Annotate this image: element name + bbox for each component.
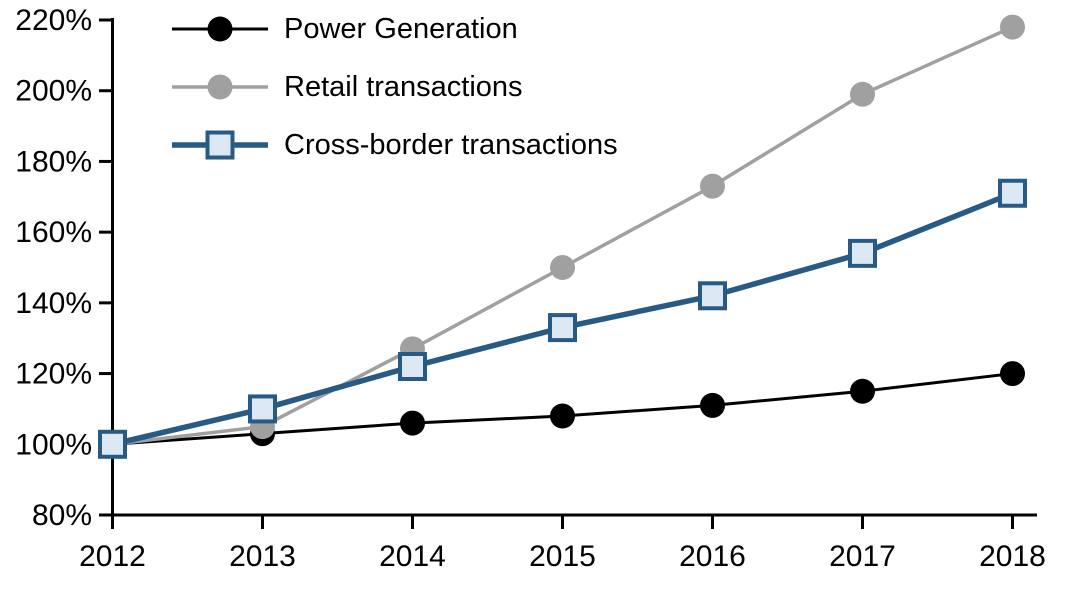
x-tick-label-2015: 2015 [529, 540, 596, 573]
legend-label-cross-border-transactions: Cross-border transactions [284, 129, 618, 161]
y-tick-label-100%: 100% [15, 428, 92, 461]
series-cross-border-transactions-2013-marker [248, 394, 277, 424]
y-tick-label-80%: 80% [32, 499, 92, 532]
y-tick-label-220%: 220% [15, 4, 92, 37]
series-cross-border-transactions-2014-marker [398, 352, 427, 381]
y-tick-label-180%: 180% [15, 145, 92, 178]
x-tick-label-2014: 2014 [379, 540, 446, 573]
legend-swatch-cross-border-transactions-icon [172, 130, 268, 160]
legend-marker [207, 16, 233, 42]
series-retail-transactions-2016-marker [700, 173, 725, 199]
legend-swatch-power-generation-icon [172, 16, 268, 42]
y-tick-label-140%: 140% [15, 287, 92, 320]
series-retail-transactions-2017-marker [850, 81, 875, 107]
series-power-generation-2016-marker [700, 392, 725, 418]
x-tick-label-2017: 2017 [829, 540, 896, 573]
chart-legend: Power Generation Retail transactions Cro… [170, 8, 618, 166]
series-power-generation-2015-marker [550, 403, 575, 429]
series-power-generation-2017-marker [850, 378, 875, 404]
legend-label-retail-transactions: Retail transactions [284, 71, 523, 103]
series-cross-border-transactions-2017-marker [848, 238, 877, 268]
series-power-generation-2018-marker [1000, 361, 1025, 387]
series-cross-border-transactions-2016-marker [698, 281, 727, 311]
y-tick-label-120%: 120% [15, 358, 92, 391]
series-power-generation-2014-marker [400, 410, 425, 436]
x-tick-label-2018: 2018 [979, 540, 1046, 573]
x-tick-label-2013: 2013 [229, 540, 296, 573]
legend-swatch-retail-transactions-icon [172, 74, 268, 100]
legend-marker [207, 74, 233, 100]
legend-item-cross-border-transactions: Cross-border transactions [170, 124, 618, 166]
series-retail-transactions-2018-marker [1000, 14, 1025, 40]
legend-item-power-generation: Power Generation [170, 8, 618, 50]
series-retail-transactions-2015-marker [550, 255, 575, 280]
x-tick-label-2012: 2012 [79, 540, 146, 573]
x-tick-label-2016: 2016 [679, 540, 746, 573]
legend-item-retail-transactions: Retail transactions [170, 66, 618, 108]
y-tick-label-200%: 200% [15, 75, 92, 108]
series-cross-border-transactions-2012-marker [98, 429, 127, 459]
series-cross-border-transactions-2015-marker [548, 313, 577, 343]
y-tick-label-160%: 160% [15, 216, 92, 249]
series-cross-border-transactions-2018-marker [998, 178, 1027, 208]
legend-label-power-generation: Power Generation [284, 13, 518, 45]
legend-marker [205, 130, 235, 160]
